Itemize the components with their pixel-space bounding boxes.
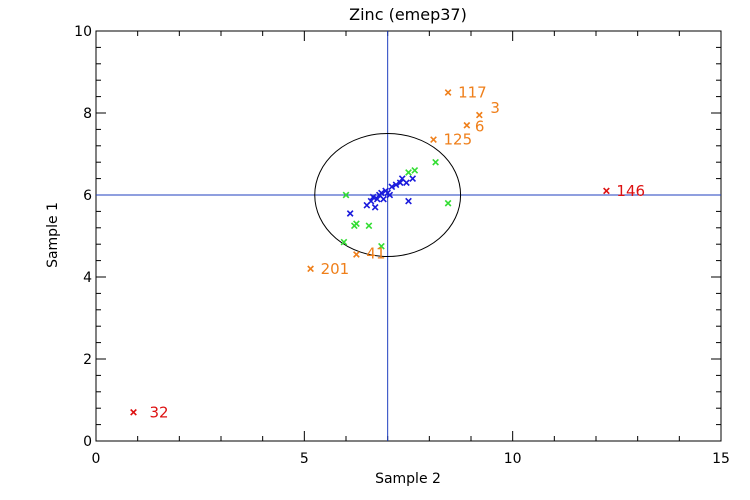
- data-point: [365, 222, 373, 230]
- point-marker-stroke: [405, 197, 412, 205]
- data-point: [371, 203, 379, 211]
- point-marker-stroke: [346, 210, 354, 217]
- point-label: 41: [366, 244, 385, 262]
- data-point: [130, 408, 137, 416]
- data-point: [378, 189, 385, 197]
- y-tick-label: 4: [83, 270, 92, 286]
- point-marker-stroke: [378, 189, 385, 197]
- data-point: [463, 121, 471, 129]
- point-marker-stroke: [373, 195, 381, 203]
- x-tick-label: 0: [92, 451, 101, 467]
- point-marker-stroke: [463, 121, 471, 129]
- point-marker-stroke: [411, 167, 419, 174]
- point-marker-stroke: [371, 203, 379, 211]
- point-label: 125: [444, 131, 473, 149]
- data-point: [403, 179, 410, 187]
- point-marker-stroke: [353, 220, 360, 228]
- point-marker-stroke: [365, 222, 373, 230]
- point-marker-stroke: [342, 191, 350, 199]
- point-marker-stroke: [396, 179, 404, 187]
- data-point: [475, 111, 483, 119]
- point-label: 117: [458, 84, 487, 102]
- data-point: [411, 167, 419, 174]
- data-point: [378, 242, 385, 250]
- data-point: [409, 175, 417, 182]
- point-label: 201: [321, 260, 350, 278]
- point-marker-stroke: [432, 158, 439, 166]
- data-point: [392, 181, 400, 189]
- y-tick-label: 10: [74, 24, 92, 40]
- y-tick-label: 2: [83, 352, 92, 368]
- point-marker-stroke: [388, 183, 396, 191]
- point-marker-stroke: [380, 195, 387, 203]
- point-marker-stroke: [386, 191, 394, 199]
- point-marker-stroke: [430, 136, 437, 144]
- data-point: [346, 210, 354, 217]
- data-point: [369, 193, 377, 201]
- point-marker-stroke: [353, 251, 360, 258]
- data-point: [353, 220, 360, 228]
- point-marker-stroke: [367, 197, 375, 205]
- x-axis-title: Sample 2: [375, 471, 441, 487]
- point-marker-stroke: [444, 89, 452, 96]
- x-tick-label: 15: [712, 451, 730, 467]
- point-marker-stroke: [403, 179, 410, 187]
- y-tick-label: 6: [83, 188, 92, 204]
- data-point: [432, 158, 439, 166]
- x-tick-label: 10: [504, 451, 522, 467]
- data-point: [307, 265, 314, 273]
- point-label: 146: [616, 182, 645, 200]
- confidence-ellipse: [314, 133, 462, 257]
- data-point: [430, 136, 437, 144]
- point-marker-stroke: [444, 199, 452, 207]
- y-axis-title: Sample 1: [45, 202, 61, 268]
- data-point: [444, 89, 452, 96]
- data-point: [396, 179, 404, 187]
- data-point: [380, 195, 387, 203]
- point-marker-stroke: [392, 181, 400, 189]
- point-marker-stroke: [398, 175, 406, 182]
- point-marker-stroke: [307, 265, 314, 273]
- point-label: 32: [150, 403, 169, 421]
- data-point: [373, 195, 381, 203]
- x-tick-label: 5: [300, 451, 309, 467]
- point-label: 3: [490, 99, 500, 117]
- data-point: [367, 197, 375, 205]
- chart-title: Zinc (emep37): [349, 5, 467, 24]
- data-point: [405, 169, 412, 176]
- plot-frame: [95, 30, 722, 442]
- point-marker-stroke: [405, 169, 412, 176]
- data-point: [388, 183, 396, 191]
- y-tick-label: 0: [83, 434, 92, 450]
- point-marker-stroke: [130, 408, 137, 416]
- point-marker-stroke: [378, 242, 385, 250]
- data-point: [386, 191, 394, 199]
- point-marker-stroke: [475, 111, 483, 119]
- data-point: [603, 187, 610, 195]
- y-tick-label: 8: [83, 106, 92, 122]
- point-marker-stroke: [369, 193, 377, 201]
- data-point: [340, 238, 348, 246]
- point-marker-stroke: [340, 238, 348, 246]
- point-marker-stroke: [409, 175, 417, 182]
- data-point: [405, 197, 412, 205]
- data-point: [342, 191, 350, 199]
- data-point: [353, 251, 360, 258]
- point-marker-stroke: [603, 187, 610, 195]
- data-point: [444, 199, 452, 207]
- point-label: 6: [475, 117, 485, 135]
